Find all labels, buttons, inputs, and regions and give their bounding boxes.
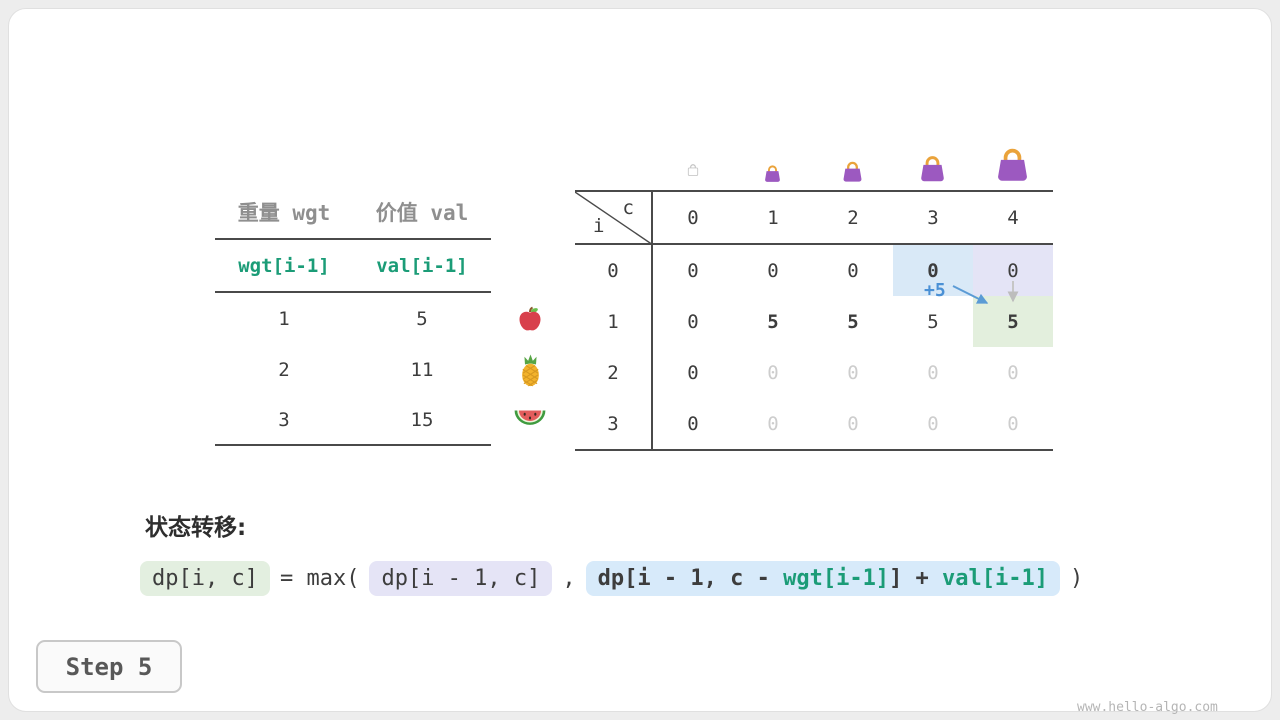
dp-cell-2-1: 0 xyxy=(767,361,779,384)
apple-icon xyxy=(516,305,544,333)
bag-xlarge-icon xyxy=(994,146,1031,183)
dp-cell-1-3: 5 xyxy=(927,310,939,333)
dp-cell-2-0: 0 xyxy=(687,361,699,384)
item-1-weight: 1 xyxy=(278,307,290,330)
chip-take-item: dp[i - 1, c - wgt[i-1]] + val[i-1] xyxy=(585,561,1061,596)
plus-value-annotation: +5 xyxy=(924,280,946,301)
dp-col-header-3: 3 xyxy=(893,192,973,245)
dp-row-header-2: 2 xyxy=(575,347,653,398)
formula-close-paren: ) xyxy=(1070,566,1084,591)
watermelon-icon xyxy=(513,408,547,429)
weight-table-formula-row: wgt[i-1] val[i-1] xyxy=(215,240,491,293)
bag-medium-icon xyxy=(841,160,864,183)
take-part-val: val[i-1] xyxy=(942,566,1049,591)
col-header-value: 价值 val xyxy=(375,201,469,225)
item-2-weight: 2 xyxy=(278,358,290,381)
dp-row-header-1: 1 xyxy=(575,296,653,347)
dp-cell-0-1: 0 xyxy=(767,259,779,282)
dp-col-header-2: 2 xyxy=(813,192,893,245)
dp-cell-3-2: 0 xyxy=(847,412,859,435)
transition-label: 状态转移: xyxy=(145,515,247,541)
site-watermark: www.hello-algo.com xyxy=(1077,700,1218,715)
item-1-value: 5 xyxy=(416,307,428,330)
dp-cell-2-3: 0 xyxy=(927,361,939,384)
dp-col-header-0: 0 xyxy=(653,192,733,245)
dp-cell-1-1: 5 xyxy=(767,310,779,333)
weight-table-header-row: 重量 wgt 价值 val xyxy=(215,186,491,240)
corner-col-var: c xyxy=(622,197,634,219)
dp-col-header-4: 4 xyxy=(973,192,1053,245)
wgt-formula-label: wgt[i-1] xyxy=(238,254,330,277)
formula-comma: , xyxy=(562,566,576,591)
dp-cell-0-4: 0 xyxy=(973,245,1053,296)
item-3-weight: 3 xyxy=(278,408,290,431)
dp-cell-2-4: 0 xyxy=(1007,361,1019,384)
dp-cell-0-0: 0 xyxy=(687,259,699,282)
transition-formula: dp[i, c] = max( dp[i - 1, c] , dp[i - 1,… xyxy=(140,561,1083,596)
item-2-value: 11 xyxy=(410,358,434,381)
pineapple-icon xyxy=(517,354,544,387)
dp-cell-3-3: 0 xyxy=(927,412,939,435)
item-3-value: 15 xyxy=(410,408,434,431)
formula-eq-max: = max( xyxy=(279,566,360,591)
dp-row-header-0: 0 xyxy=(575,245,653,296)
dp-cell-0-2: 0 xyxy=(847,259,859,282)
weight-table-row-2: 2 11 xyxy=(215,344,491,395)
dp-col-header-1: 1 xyxy=(733,192,813,245)
take-part-dp: dp[i - 1, c - xyxy=(597,566,784,591)
dp-corner-cell: c i xyxy=(575,192,653,245)
dp-cell-2-2: 0 xyxy=(847,361,859,384)
take-part-wgt: wgt[i-1] xyxy=(783,566,890,591)
dp-cell-1-0: 0 xyxy=(687,310,699,333)
chip-prev-state: dp[i - 1, c] xyxy=(369,561,553,596)
weight-table-row-3: 3 15 xyxy=(215,395,491,446)
chip-current-state: dp[i, c] xyxy=(140,561,270,596)
step-badge: Step 5 xyxy=(36,640,182,693)
corner-diagonal-line xyxy=(575,192,653,245)
dp-cell-1-2: 5 xyxy=(847,310,859,333)
val-formula-label: val[i-1] xyxy=(376,254,468,277)
col-header-weight: 重量 wgt xyxy=(237,201,331,225)
dp-table: c i 0 1 2 3 4 0 0 0 0 0 0 1 0 5 5 5 5 2 … xyxy=(575,190,1053,451)
take-part-plus: ] + xyxy=(889,566,943,591)
bag-large-icon xyxy=(918,154,947,183)
weight-table-row-1: 1 5 xyxy=(215,293,491,344)
corner-row-var: i xyxy=(593,215,605,237)
dp-cell-3-1: 0 xyxy=(767,412,779,435)
dp-cell-3-0: 0 xyxy=(687,412,699,435)
dp-cell-3-4: 0 xyxy=(1007,412,1019,435)
dp-cell-1-4: 5 xyxy=(973,296,1053,347)
bag-tiny-icon xyxy=(686,163,700,177)
weight-value-table: 重量 wgt 价值 val wgt[i-1] val[i-1] 1 5 2 11… xyxy=(215,186,491,446)
bag-small-icon xyxy=(763,164,782,183)
dp-row-header-3: 3 xyxy=(575,398,653,449)
